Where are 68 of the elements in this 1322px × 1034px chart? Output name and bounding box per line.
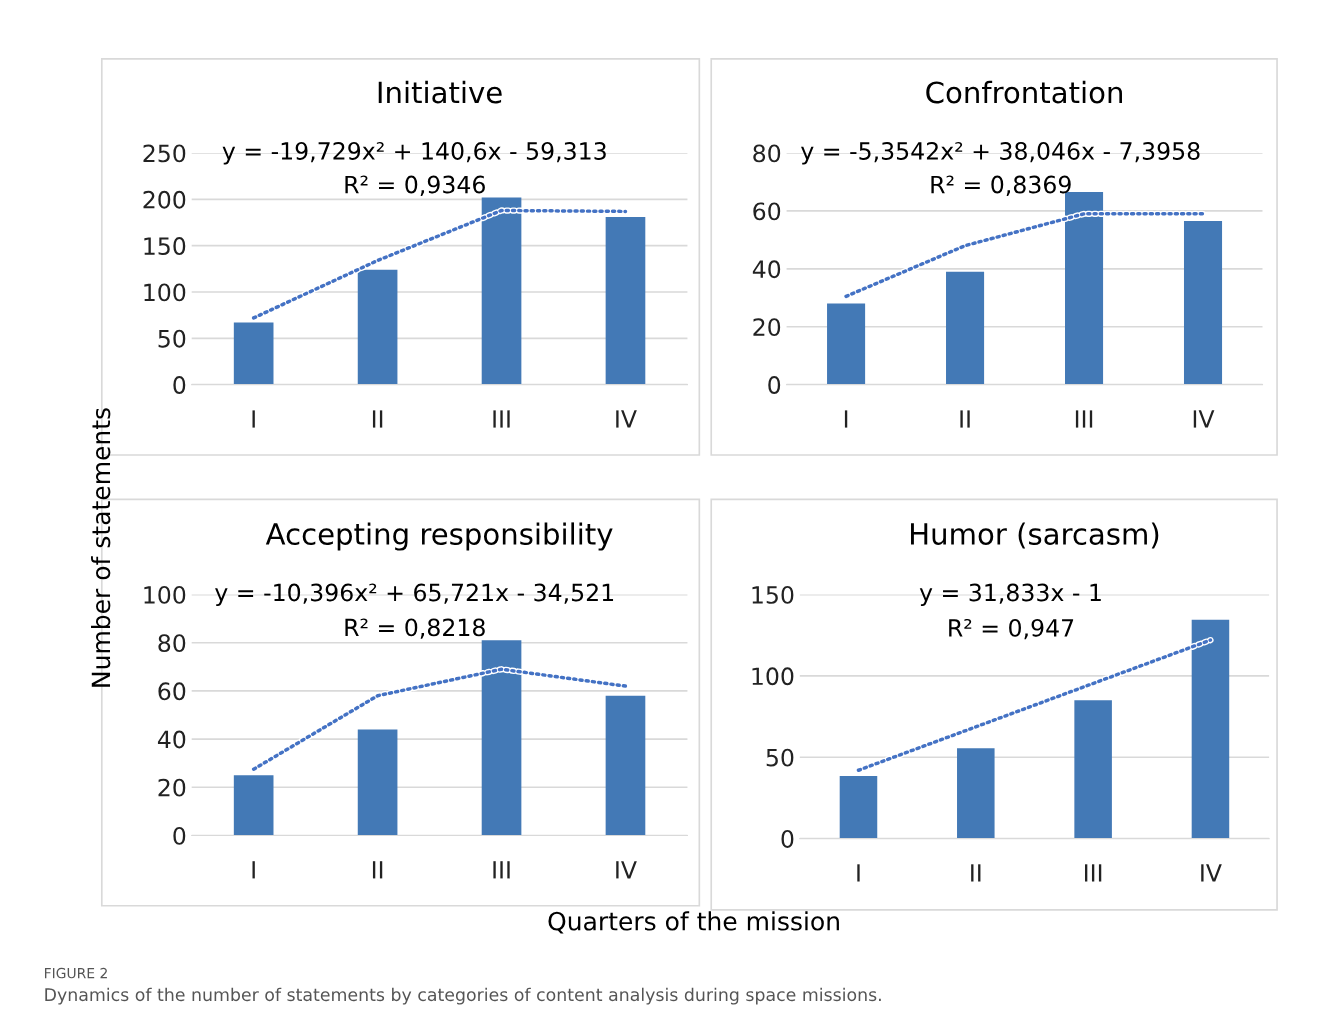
annotation: R² = 0,947: [949, 618, 1074, 640]
y-axis-title: Number of statements: [91, 408, 111, 687]
bar: [1191, 619, 1230, 839]
y-tick-label: 20: [753, 318, 781, 337]
caption: FIGURE 2: [44, 967, 107, 979]
chart-title: Initiative: [378, 80, 502, 104]
annotation: y = 31,833x - 1: [919, 583, 1101, 606]
bar: [946, 271, 985, 385]
y-tick-label: 50: [158, 329, 186, 348]
x-tick-label: IV: [1201, 864, 1222, 882]
bar: [605, 216, 646, 385]
y-tick-label: 100: [144, 586, 186, 604]
x-tick-label: II: [372, 861, 383, 879]
bar: [481, 197, 522, 385]
y-tick-label: 40: [157, 730, 186, 749]
y-tick-label: 0: [173, 826, 186, 845]
annotation: y = -5,3542x² + 38,046x - 7,3958: [801, 142, 1200, 165]
bar: [1074, 700, 1112, 839]
bar: [357, 269, 398, 385]
y-tick-label: 40: [752, 260, 781, 279]
y-tick-label: 80: [158, 634, 186, 653]
chart-title: Accepting responsibility: [265, 522, 613, 551]
y-tick-label: 0: [781, 830, 794, 848]
annotation: R² = 0,8218: [345, 618, 485, 639]
y-tick-label: 250: [143, 144, 186, 163]
bar: [481, 640, 522, 836]
x-tick-label: I: [252, 861, 255, 879]
y-tick-label: 100: [752, 667, 794, 686]
y-tick-label: 60: [753, 202, 781, 221]
y-tick-label: 100: [144, 283, 186, 302]
x-tick-label: II: [960, 410, 970, 428]
text: Dynamics of the number of statements by categories of content analysis during space missions.: [45, 987, 881, 1005]
x-tick-label: III: [1085, 864, 1102, 882]
annotation: R² = 0,9346: [345, 175, 485, 196]
chart-title: Confrontation: [926, 80, 1122, 104]
x-tick-label: IV: [616, 861, 637, 879]
x-tick-label: I: [252, 410, 255, 428]
bar: [357, 729, 398, 836]
annotation: y = -10,396x² + 65,721x - 34,521: [215, 583, 614, 606]
x-tick-label: III: [1075, 410, 1093, 428]
y-tick-label: 60: [158, 682, 186, 701]
annotation: y = -19,729x² + 140,6x - 59,313: [222, 142, 606, 165]
bar: [827, 303, 866, 385]
chart-title: Humor (sarcasm): [911, 522, 1159, 549]
x-axis-title: Quarters of the mission: [548, 911, 839, 934]
y-tick-label: 150: [752, 586, 794, 604]
x-tick-label: II: [372, 410, 383, 428]
x-tick-label: I: [844, 410, 848, 428]
x-tick-label: III: [493, 410, 510, 428]
y-tick-label: 200: [143, 190, 186, 209]
x-tick-label: IV: [1193, 410, 1215, 428]
y-tick-label: 150: [144, 237, 186, 255]
x-tick-label: IV: [616, 410, 637, 428]
bar: [957, 748, 995, 839]
y-tick-label: 20: [158, 778, 186, 797]
bar: [1183, 221, 1223, 385]
bar: [605, 695, 646, 836]
bar: [233, 322, 274, 385]
bar: [233, 775, 274, 836]
y-tick-label: 50: [766, 748, 794, 767]
annotation: R² = 0,8369: [931, 175, 1071, 196]
x-tick-label: I: [857, 864, 860, 882]
y-tick-label: 80: [753, 144, 781, 163]
y-tick-label: 0: [768, 376, 781, 394]
y-tick-label: 0: [173, 376, 186, 394]
x-tick-label: III: [493, 861, 510, 879]
bar: [839, 775, 878, 839]
x-tick-label: II: [971, 864, 981, 882]
